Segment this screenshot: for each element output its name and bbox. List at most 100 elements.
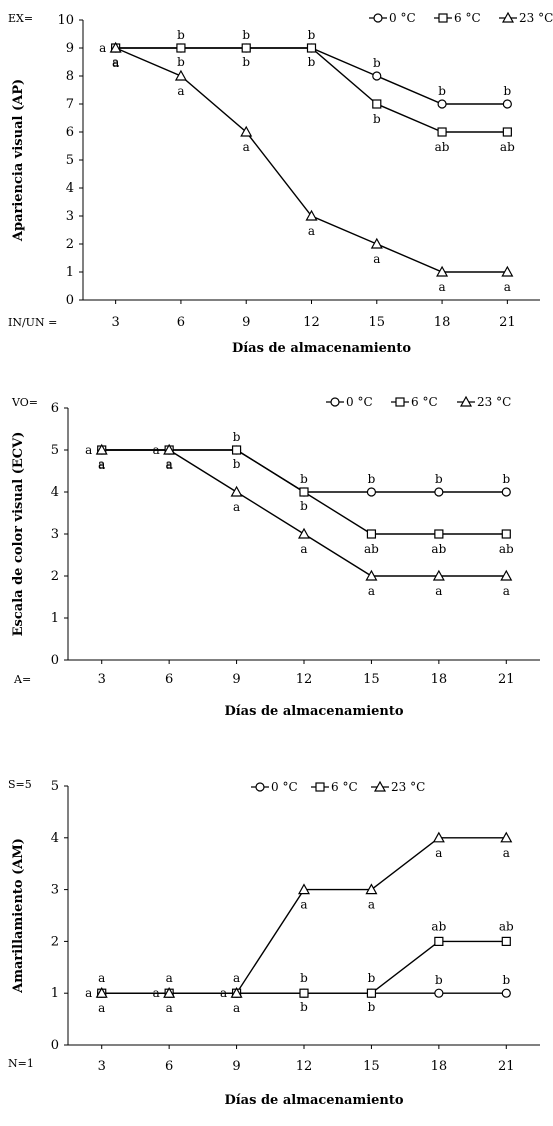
significance-letter: a [112,56,119,70]
data-point-triangle [240,125,253,137]
significance-letter: b [435,973,443,987]
x-axis-title: Días de almacenamiento [224,704,403,719]
significance-letter: a [85,986,92,1000]
data-point-square [366,529,377,539]
x-tick-label: 21 [498,672,515,687]
legend-marker-circle [255,782,265,792]
data-point-square [306,43,317,53]
data-point-square [502,127,512,137]
significance-letter: a [233,971,240,985]
y-tick-label: 2 [66,237,74,252]
data-point-square [501,529,511,539]
legend-item-square: 6 °C [434,11,481,25]
series-markers-circle [111,43,512,109]
x-axis-title: Días de almacenamiento [224,1093,403,1108]
data-point-square [299,988,309,998]
significance-letter: ab [500,140,515,154]
significance-letter: ab [499,542,514,556]
data-point-square [299,487,309,497]
x-tick-label: 3 [112,315,120,330]
legend-label: 0 °C [271,780,298,794]
data-point-square [372,99,382,109]
data-point-circle [434,487,444,497]
data-point-triangle [436,265,449,277]
letters-circle: a abb b b b [85,430,510,486]
significance-letter: b [435,472,443,486]
significance-letter: b [242,28,250,42]
significance-letter: b [233,430,241,444]
significance-letter: b [368,1000,376,1014]
letters-triangle: a a a a a a a [98,458,510,598]
y-tick-label: 1 [51,986,59,1001]
y-tick-label: 5 [51,779,59,794]
y-tick-label: 9 [66,41,74,56]
legend-label: 6 °C [331,780,358,794]
series-triangle [101,837,507,994]
significance-letter: b [438,84,446,98]
x-tick-label: 18 [431,672,448,687]
legend-marker-triangle [373,780,387,792]
legend-marker-square [395,397,405,407]
significance-letter: a [300,542,307,556]
significance-letter: a [98,457,105,471]
data-point-triangle [432,569,445,581]
significance-letter: b [308,28,316,42]
legend-item-circle: 0 °C [251,780,298,794]
significance-letter: b [373,112,381,126]
corner-label-top: S=5 [8,778,32,791]
significance-letter: ab [499,919,514,933]
significance-letter: b [300,499,308,513]
x-tick-label: 12 [303,315,320,330]
y-tick-label: 4 [51,485,59,500]
legend-item-square: 6 °C [311,780,358,794]
x-tick-label: 6 [165,1059,173,1074]
x-tick-label: 15 [363,1059,380,1074]
y-tick-label: 3 [51,527,59,542]
significance-letter: b [177,55,185,69]
data-point-triangle [365,883,378,895]
x-tick-label: 12 [296,1059,313,1074]
data-point-triangle [230,986,243,998]
series-triangle [101,449,507,577]
data-point-square [434,529,444,539]
significance-letter: a [166,457,173,471]
legend-label: 6 °C [411,395,438,409]
significance-letter: ab [431,919,446,933]
x-tick-label: 3 [98,672,106,687]
legend-marker-square [438,13,448,23]
legend-item-circle: 0 °C [326,395,373,409]
legend-label: 0 °C [389,11,416,25]
x-tick-label: 6 [165,672,173,687]
significance-letter: b [368,472,376,486]
significance-letter: a [308,224,315,238]
significance-letter: b [368,971,376,985]
legend-label: 23 °C [391,780,425,794]
significance-letter: a [153,443,160,457]
data-point-triangle [95,986,108,998]
significance-letter: a [435,584,442,598]
series-line [101,449,507,577]
legend-marker-circle [373,13,383,23]
significance-letter: a [112,55,119,69]
significance-letter: a [368,898,375,912]
letters-circle: ab b bbb b [99,28,511,98]
significance-letter: b [502,973,510,987]
y-tick-label: 6 [66,125,74,140]
data-point-circle [437,99,447,109]
significance-letter: a [300,898,307,912]
legend-label: 23 °C [519,11,553,25]
legend-marker-triangle [501,11,515,23]
data-point-triangle [230,485,243,497]
x-tick-label: 12 [296,672,313,687]
significance-letter: a [98,458,105,472]
significance-letter: a [153,986,160,1000]
significance-letter: b [373,56,381,70]
legend-item-triangle: 23 °C [371,780,425,794]
significance-letter: ab [435,140,450,154]
data-point-square [501,936,511,947]
x-tick-label: 18 [431,1059,448,1074]
y-axis-title: Amarillamiento (AM) [11,838,26,994]
